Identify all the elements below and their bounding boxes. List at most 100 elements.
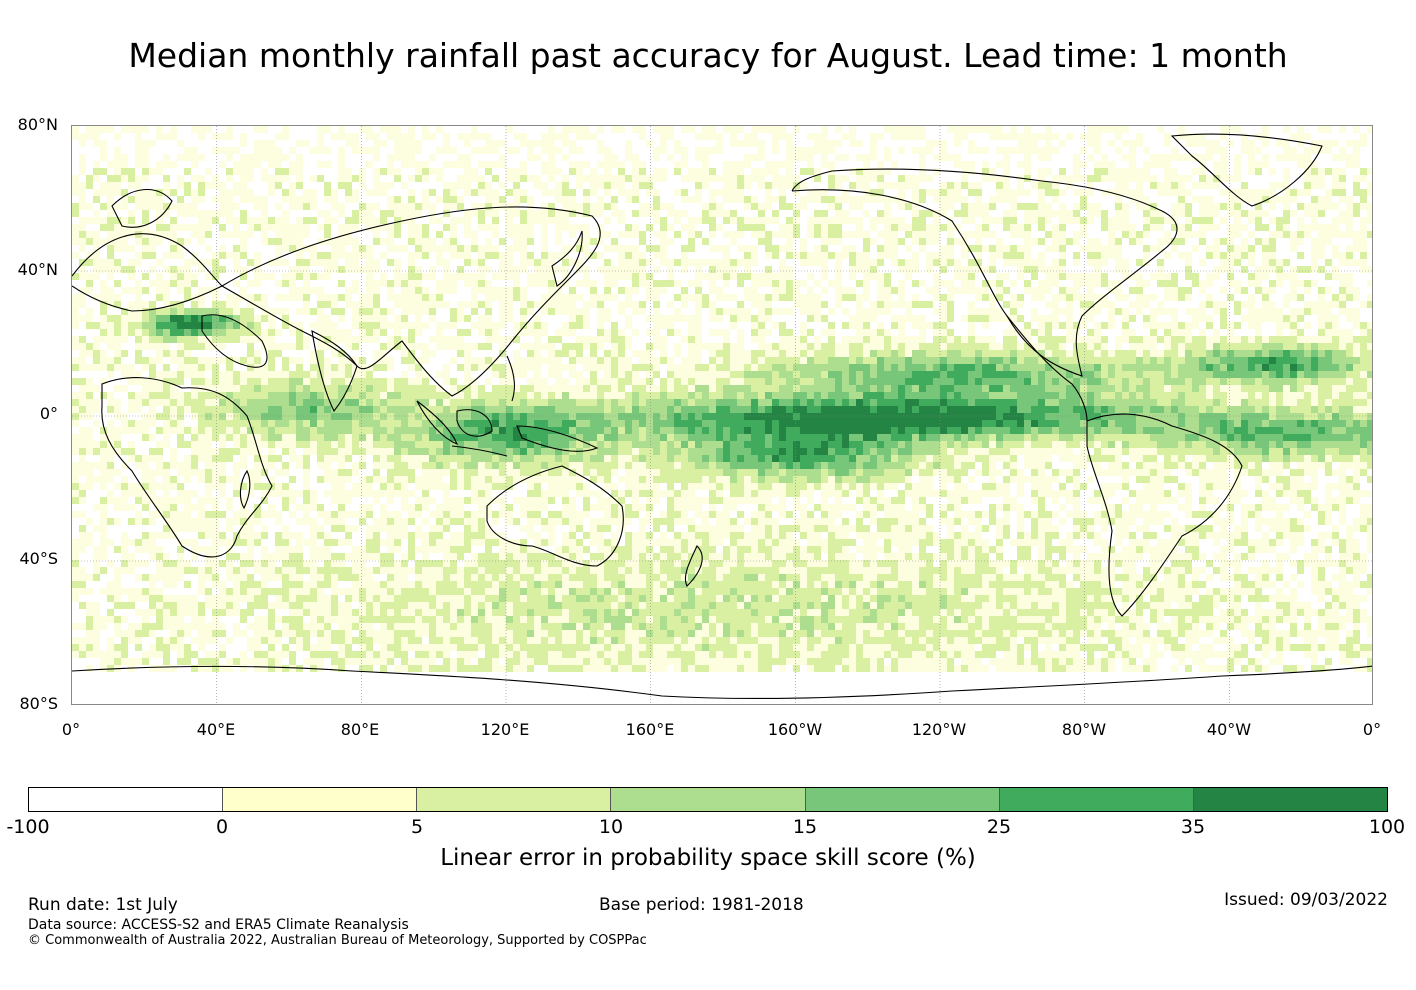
- skill-cell: [982, 406, 989, 413]
- skill-cell: [1241, 406, 1248, 413]
- skill-cell: [1206, 371, 1213, 378]
- skill-cell: [632, 280, 639, 287]
- skill-cell: [765, 357, 772, 364]
- skill-cell: [947, 378, 954, 385]
- skill-cell: [730, 154, 737, 161]
- skill-cell: [338, 413, 345, 420]
- skill-cell: [303, 161, 310, 168]
- skill-cell: [891, 224, 898, 231]
- skill-cell: [156, 189, 163, 196]
- skill-cell: [828, 266, 835, 273]
- skill-cell: [471, 189, 478, 196]
- skill-cell: [877, 203, 884, 210]
- skill-cell: [478, 385, 485, 392]
- skill-cell: [534, 245, 541, 252]
- skill-cell: [1332, 336, 1339, 343]
- skill-cell: [492, 413, 499, 420]
- skill-cell: [1045, 294, 1052, 301]
- skill-cell: [555, 350, 562, 357]
- skill-cell: [835, 399, 842, 406]
- skill-cell: [1010, 364, 1017, 371]
- skill-cell: [877, 434, 884, 441]
- skill-cell: [912, 308, 919, 315]
- skill-cell: [681, 392, 688, 399]
- skill-cell: [86, 224, 93, 231]
- skill-cell: [933, 147, 940, 154]
- skill-cell: [646, 252, 653, 259]
- skill-cell: [751, 350, 758, 357]
- skill-cell: [702, 189, 709, 196]
- skill-cell: [646, 231, 653, 238]
- skill-cell: [632, 315, 639, 322]
- skill-cell: [205, 392, 212, 399]
- skill-cell: [765, 406, 772, 413]
- skill-cell: [1178, 161, 1185, 168]
- skill-cell: [1283, 357, 1290, 364]
- skill-cell: [128, 266, 135, 273]
- skill-cell: [1164, 210, 1171, 217]
- skill-cell: [744, 224, 751, 231]
- skill-cell: [1073, 301, 1080, 308]
- skill-cell: [275, 301, 282, 308]
- skill-cell: [492, 427, 499, 434]
- skill-cell: [1339, 413, 1346, 420]
- skill-cell: [233, 378, 240, 385]
- skill-cell: [709, 238, 716, 245]
- skill-cell: [163, 357, 170, 364]
- skill-cell: [310, 161, 317, 168]
- skill-cell: [562, 182, 569, 189]
- skill-cell: [275, 168, 282, 175]
- skill-cell: [1045, 406, 1052, 413]
- skill-cell: [919, 189, 926, 196]
- skill-cell: [1255, 238, 1262, 245]
- skill-cell: [184, 196, 191, 203]
- skill-cell: [891, 294, 898, 301]
- skill-cell: [1017, 196, 1024, 203]
- skill-cell: [646, 343, 653, 350]
- skill-cell: [401, 420, 408, 427]
- skill-cell: [940, 294, 947, 301]
- skill-cell: [415, 406, 422, 413]
- skill-cell: [968, 196, 975, 203]
- skill-cell: [835, 385, 842, 392]
- skill-cell: [338, 322, 345, 329]
- skill-cell: [856, 406, 863, 413]
- skill-cell: [954, 371, 961, 378]
- skill-cell: [884, 364, 891, 371]
- skill-cell: [1241, 168, 1248, 175]
- skill-cell: [982, 154, 989, 161]
- skill-cell: [1143, 427, 1150, 434]
- skill-cell: [814, 350, 821, 357]
- skill-cell: [835, 357, 842, 364]
- skill-cell: [933, 203, 940, 210]
- skill-cell: [1255, 301, 1262, 308]
- skill-cell: [828, 427, 835, 434]
- skill-cell: [891, 266, 898, 273]
- skill-cell: [128, 175, 135, 182]
- skill-cell: [1262, 196, 1269, 203]
- skill-cell: [821, 420, 828, 427]
- skill-cell: [506, 385, 513, 392]
- skill-cell: [345, 406, 352, 413]
- skill-cell: [807, 343, 814, 350]
- skill-cell: [1325, 161, 1332, 168]
- skill-cell: [1227, 168, 1234, 175]
- skill-cell: [877, 301, 884, 308]
- skill-cell: [884, 399, 891, 406]
- skill-cell: [744, 364, 751, 371]
- skill-cell: [870, 427, 877, 434]
- skill-cell: [891, 154, 898, 161]
- skill-cell: [366, 392, 373, 399]
- skill-cell: [1248, 420, 1255, 427]
- skill-cell: [639, 231, 646, 238]
- skill-cell: [786, 315, 793, 322]
- skill-cell: [702, 336, 709, 343]
- skill-cell: [303, 399, 310, 406]
- skill-cell: [730, 224, 737, 231]
- skill-cell: [520, 413, 527, 420]
- skill-cell: [233, 336, 240, 343]
- skill-cell: [513, 336, 520, 343]
- skill-cell: [660, 210, 667, 217]
- skill-cell: [646, 217, 653, 224]
- skill-cell: [842, 280, 849, 287]
